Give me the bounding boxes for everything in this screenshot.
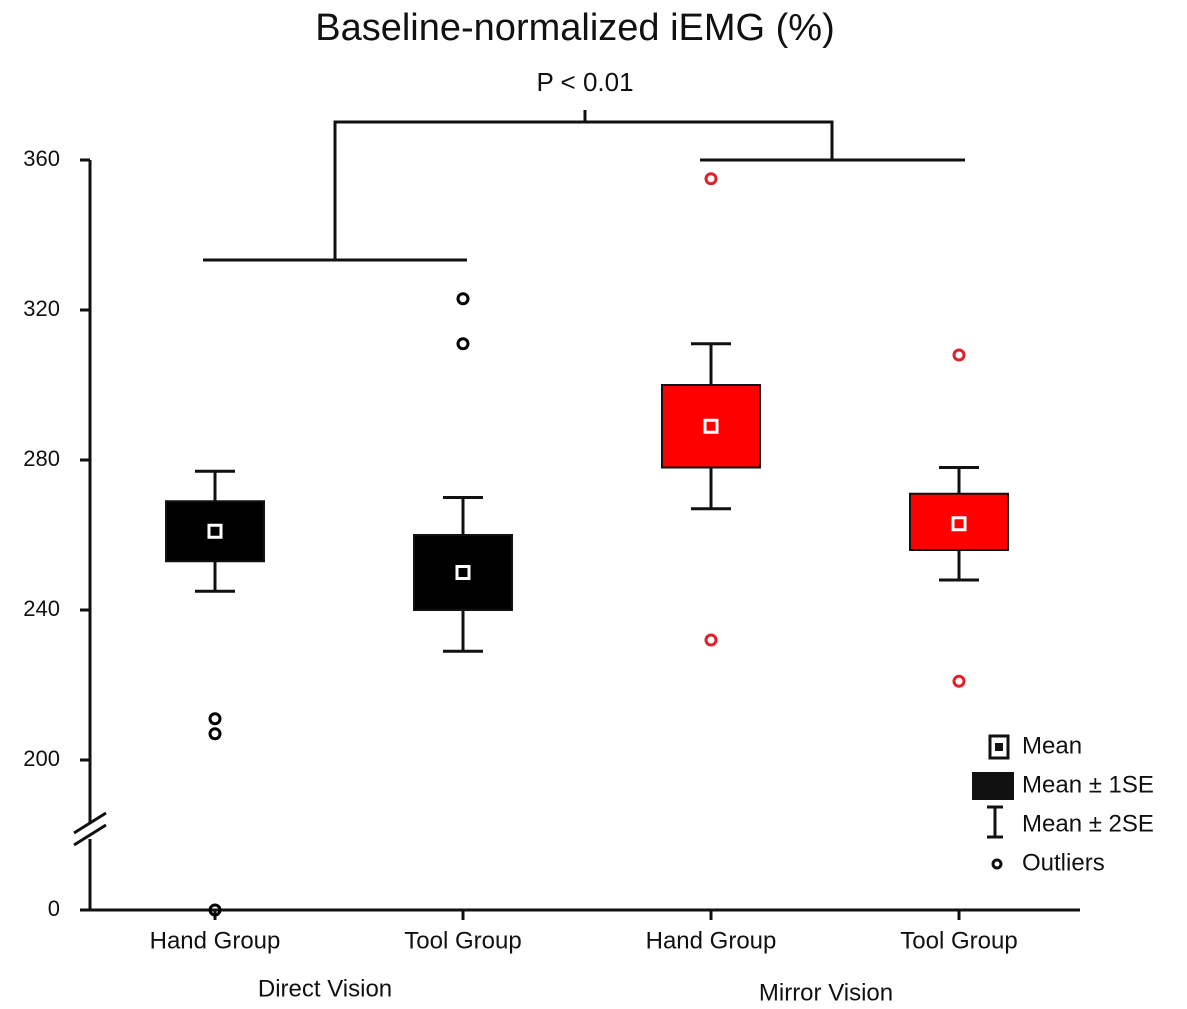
x-tick-label: Hand Group — [150, 927, 281, 954]
outlier — [208, 903, 222, 917]
significance-label: P < 0.01 — [536, 67, 633, 97]
x-tick-label: Tool Group — [900, 927, 1017, 954]
legend-label: Mean ± 1SE — [1022, 771, 1154, 798]
mean-marker — [703, 418, 719, 434]
y-tick-label: 200 — [23, 746, 60, 771]
significance-bracket — [203, 110, 965, 262]
legend-label: Mean ± 2SE — [1022, 810, 1154, 837]
chart-title: Baseline-normalized iEMG (%) — [315, 7, 835, 49]
x-tick-label: Tool Group — [404, 927, 521, 954]
y-tick-label: 280 — [23, 446, 60, 471]
legend-se1-icon — [972, 772, 1014, 800]
outlier — [952, 348, 966, 362]
outlier — [952, 674, 966, 688]
group-label: Mirror Vision — [759, 979, 893, 1006]
y-tick-label: 360 — [23, 146, 60, 171]
mean-marker — [207, 523, 223, 539]
outlier — [704, 633, 718, 647]
outlier — [704, 172, 718, 186]
outlier — [456, 337, 470, 351]
outlier — [208, 727, 222, 741]
mean-marker — [951, 516, 967, 532]
legend-mean-icon — [995, 743, 1003, 751]
legend-outlier-icon — [991, 858, 1003, 870]
x-tick-label: Hand Group — [646, 927, 777, 954]
axis-break — [73, 823, 107, 847]
group-label: Direct Vision — [258, 975, 392, 1002]
legend-label: Mean — [1022, 732, 1082, 759]
y-tick-label: 0 — [48, 896, 60, 921]
mean-marker — [455, 565, 471, 580]
outlier — [456, 292, 470, 306]
bracket-main — [333, 120, 834, 260]
y-tick-label: 320 — [23, 296, 60, 321]
axis-break — [73, 811, 107, 835]
legend-label: Outliers — [1022, 849, 1105, 876]
y-tick-label: 240 — [23, 596, 60, 621]
outlier — [208, 712, 222, 726]
